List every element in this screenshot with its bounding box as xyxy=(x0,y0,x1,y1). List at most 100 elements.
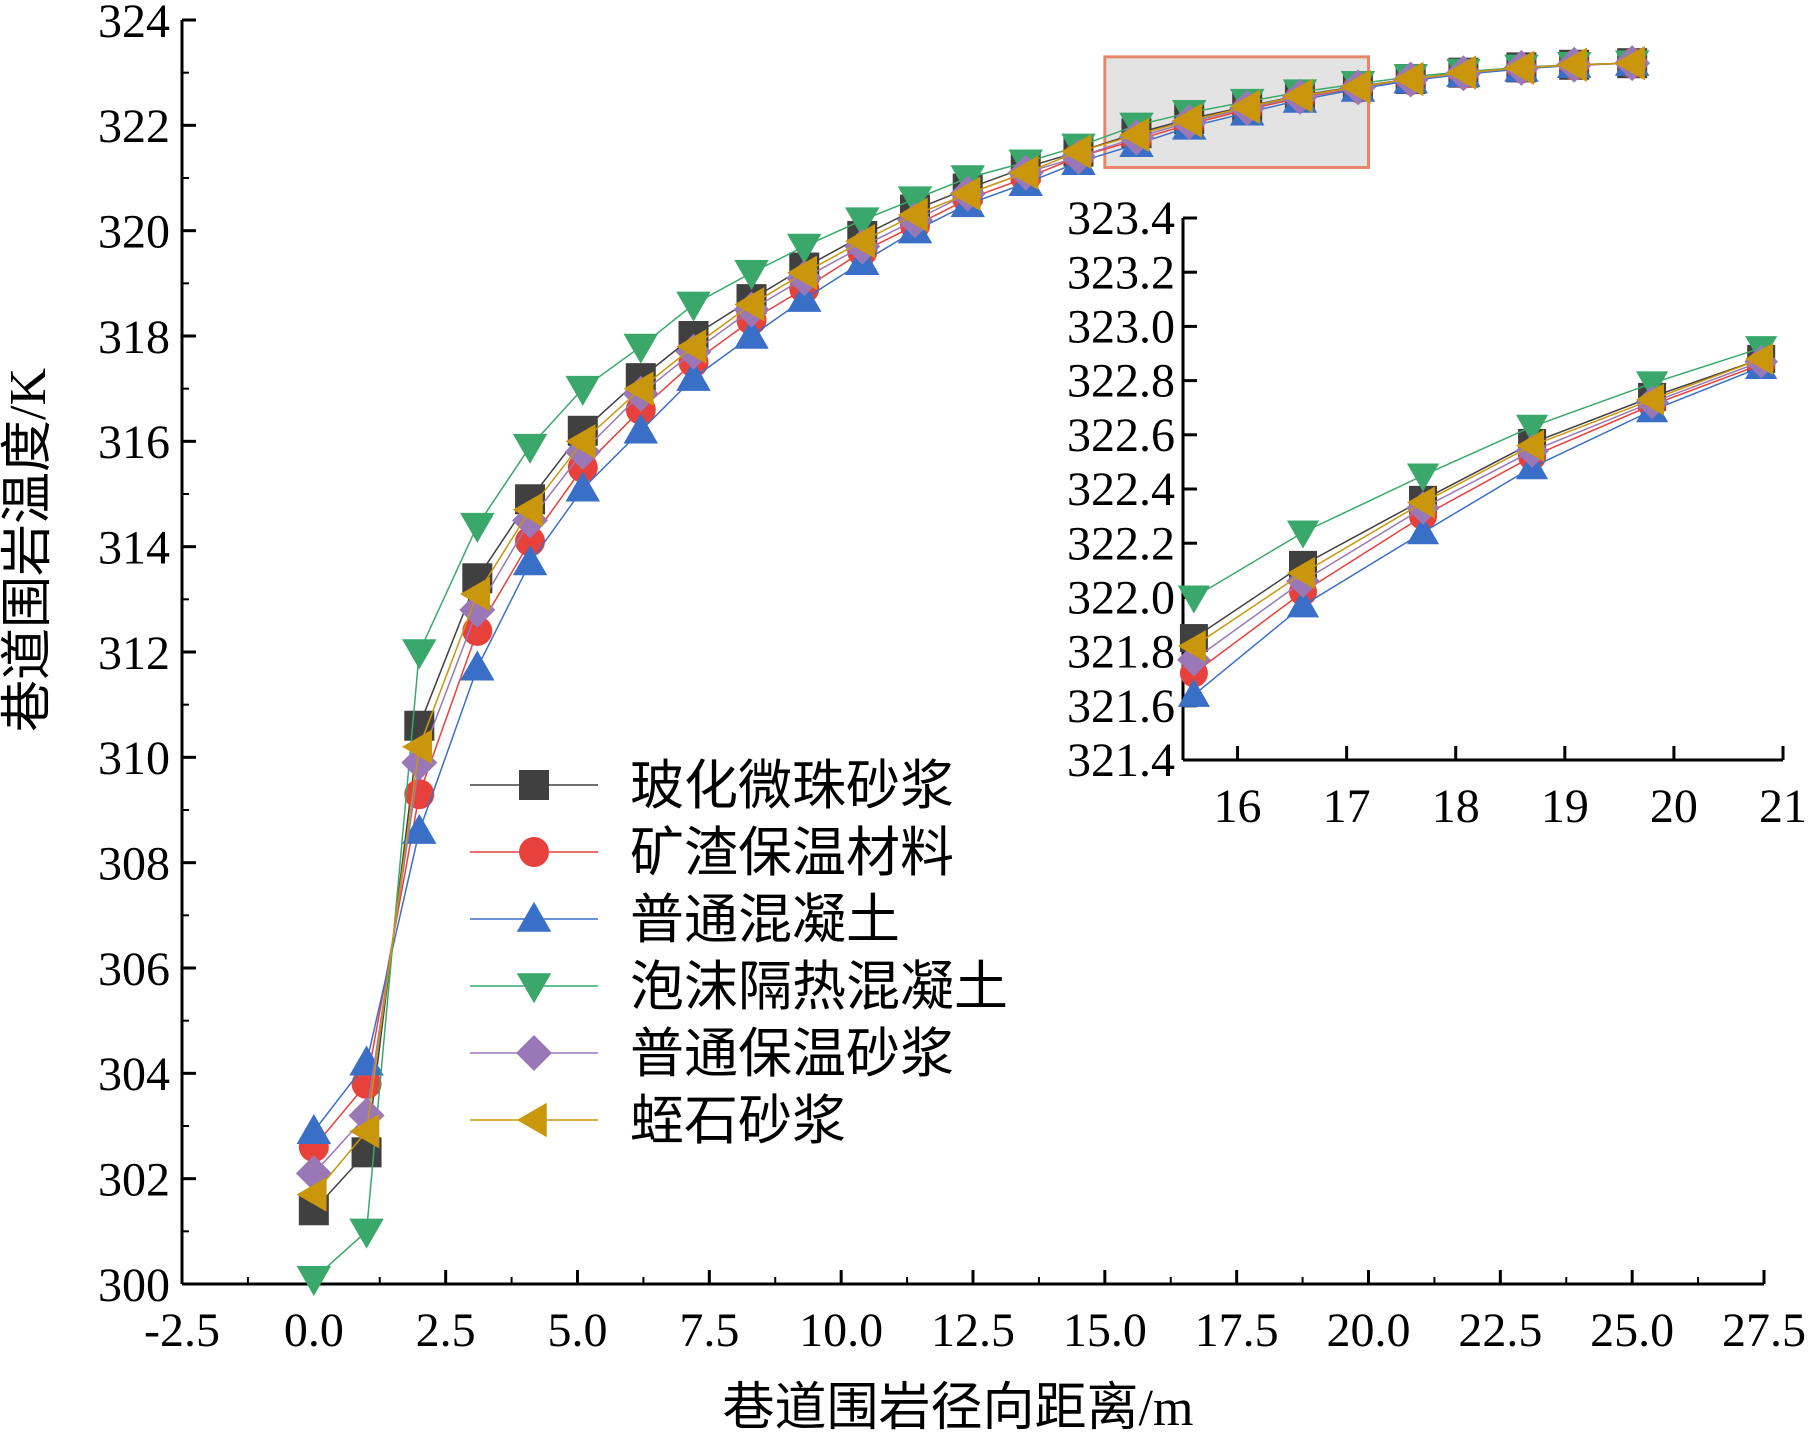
x-tick-label: 0.0 xyxy=(284,1304,344,1357)
main-plot: -2.5 0.0 2.5 5.0 7.5 10.0 12.5 15.0 17.5 20.0 22.5… xyxy=(98,0,1806,1357)
x-tick-label: 20.0 xyxy=(1327,1304,1411,1357)
data-point xyxy=(1177,585,1211,614)
legend-label: 玻化微珠砂浆 xyxy=(630,756,954,816)
data-point xyxy=(623,333,659,364)
legend-item: 矿渣保温材料 xyxy=(470,823,954,883)
y-tick-label: 300 xyxy=(98,1259,170,1312)
data-point xyxy=(349,1218,384,1249)
series-line xyxy=(1193,358,1762,639)
legend-marker xyxy=(516,1035,552,1071)
legend-marker xyxy=(519,837,549,867)
data-point xyxy=(897,186,933,217)
data-point xyxy=(460,512,495,543)
x-tick-label: 20 xyxy=(1650,780,1698,833)
x-tick-label: 12.5 xyxy=(931,1304,1015,1357)
data-point xyxy=(1177,630,1206,663)
series-5 xyxy=(296,45,1645,1212)
y-tick-label: 322.4 xyxy=(1067,463,1175,516)
data-point xyxy=(1515,429,1544,462)
data-point xyxy=(349,1114,380,1149)
x-axis-title: 巷道围岩径向距离/m xyxy=(723,1380,1194,1437)
x-tick-label: 16 xyxy=(1214,780,1262,833)
x-tick-label: 7.5 xyxy=(679,1304,739,1357)
y-tick-label: 321.8 xyxy=(1067,626,1175,679)
x-tick-label: -2.5 xyxy=(144,1304,220,1357)
data-point xyxy=(950,176,981,212)
x-tick-label: 10.0 xyxy=(799,1304,883,1357)
data-point xyxy=(734,260,769,291)
y-tick-label: 302 xyxy=(98,1153,170,1206)
x-tick-label: 17 xyxy=(1323,780,1371,833)
y-tick-label: 323.4 xyxy=(1067,192,1175,245)
data-point xyxy=(1745,342,1774,376)
y-tick-label: 323.0 xyxy=(1067,301,1175,354)
y-tick-label: 322.2 xyxy=(1067,517,1175,570)
data-point xyxy=(787,233,822,264)
data-point xyxy=(296,1114,332,1145)
legend-item: 玻化微珠砂浆 xyxy=(470,756,954,816)
data-point xyxy=(1061,134,1092,169)
data-point xyxy=(1229,89,1260,125)
legend-item: 蛭石砂浆 xyxy=(470,1091,846,1151)
series-line xyxy=(1193,360,1762,661)
y-axis-title: 巷道围岩温度/K xyxy=(0,368,57,732)
data-point xyxy=(1635,383,1664,416)
data-point xyxy=(1340,69,1371,105)
y-tick-label: 322 xyxy=(98,100,170,153)
legend-marker xyxy=(516,973,552,1004)
x-tick-label: 5.0 xyxy=(548,1304,608,1357)
data-point xyxy=(676,291,711,322)
x-tick-label: 15.0 xyxy=(1063,1304,1147,1357)
y-tick-label: 318 xyxy=(98,311,170,364)
data-point xyxy=(402,639,437,670)
series-line xyxy=(1193,347,1762,599)
data-point xyxy=(296,1265,332,1296)
data-point xyxy=(1446,55,1477,90)
data-point xyxy=(1406,463,1440,492)
data-point xyxy=(787,281,822,312)
x-tick-label: 17.5 xyxy=(1195,1304,1279,1357)
y-tick-label: 321.4 xyxy=(1067,734,1175,787)
data-point xyxy=(565,375,601,406)
y-tick-label: 320 xyxy=(98,205,170,258)
data-point xyxy=(734,318,769,349)
data-point xyxy=(1406,486,1435,519)
series-line xyxy=(1193,358,1762,647)
legend-marker xyxy=(519,770,549,800)
data-point xyxy=(512,492,543,528)
y-tick-label: 312 xyxy=(98,627,170,680)
y-tick-label: 304 xyxy=(98,1048,170,1101)
y-tick-label: 321.6 xyxy=(1067,680,1175,733)
data-point xyxy=(1393,61,1424,97)
x-tick-label: 22.5 xyxy=(1458,1304,1542,1357)
x-tick-label: 18 xyxy=(1432,780,1480,833)
data-point xyxy=(565,471,601,502)
y-tick-label: 322.6 xyxy=(1067,409,1175,462)
data-point xyxy=(676,360,711,391)
y-tick-label: 323.2 xyxy=(1067,246,1175,299)
x-tick-label: 2.5 xyxy=(416,1304,476,1357)
data-point xyxy=(1515,414,1549,443)
legend-marker xyxy=(516,1102,547,1138)
data-point xyxy=(1282,78,1313,114)
data-point xyxy=(1556,47,1587,83)
data-point xyxy=(296,1177,327,1212)
legend-item: 普通混凝土 xyxy=(470,890,900,950)
data-point xyxy=(460,650,495,681)
data-point xyxy=(462,615,493,646)
legend-label: 泡沫隔热混凝土 xyxy=(630,957,1008,1017)
legend-item: 泡沫隔热混凝土 xyxy=(470,957,1008,1017)
y-tick-label: 316 xyxy=(98,416,170,469)
data-point xyxy=(734,287,765,322)
data-point xyxy=(402,813,437,844)
legend-marker xyxy=(516,901,552,932)
data-point xyxy=(1614,45,1645,81)
y-tick-label: 322.0 xyxy=(1067,572,1175,625)
data-point xyxy=(845,207,880,238)
data-point xyxy=(512,433,548,464)
data-point xyxy=(845,223,876,259)
data-point xyxy=(1286,520,1320,549)
x-tick-label: 19 xyxy=(1541,780,1589,833)
